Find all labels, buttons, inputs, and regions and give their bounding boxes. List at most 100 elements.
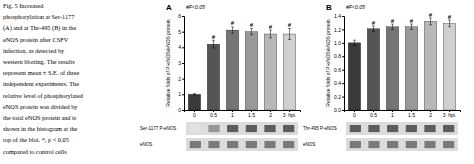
tick: 0 [353,110,356,118]
error-bar [288,29,291,40]
tick: 0.4 [334,80,344,86]
blot-band [406,125,417,132]
y-axis: 0.00.20.40.60.81.01.21.4 [334,13,344,113]
blot-band [387,125,398,132]
blot-band [227,141,238,148]
caption-line: phosphorylation at Ser-1177 [3,13,74,20]
axis-line [342,17,345,111]
bar [226,30,238,110]
tick-mark [182,79,184,80]
blot-band [368,141,379,148]
caption-line: shown in the histogram at the [3,125,78,132]
blot-band [264,125,275,132]
tick-mark [342,29,344,30]
tick: 3 hpi. [443,110,457,118]
tick: 1.4 [334,13,344,19]
blot-label: Ser-1177 P-eNOS [140,126,176,131]
blot-band [424,141,435,148]
tick: 6 [178,13,184,19]
significance-label: # [250,22,254,28]
bar [424,21,436,110]
tick-mark [182,110,184,111]
bar [348,43,360,110]
plot-area [188,27,295,110]
blot-background [186,138,298,151]
tick: 1.2 [334,27,344,33]
tick-label: 1 [178,91,181,97]
tick: 0.5 [370,110,377,118]
significance-label: # [269,24,273,30]
tick: 0.0 [334,107,344,113]
figure: Fig. 5 Increased phosphorylation at Ser-1… [0,0,474,164]
tick: 4 [178,44,184,50]
tick-label: 0 [193,112,196,118]
tick: 2 [429,110,432,118]
bar [367,29,379,110]
tick-label: 1.0 [334,40,341,46]
blot-background [346,122,458,135]
caption-line: represent mean ± S.E. of three [3,69,80,76]
caption-line: independent experiments. The [3,80,79,87]
caption-line: Fig. 5 Increased [3,2,44,9]
tick-mark [182,16,184,17]
tick-label: 0.8 [334,53,341,59]
blot-band [246,141,257,148]
panel-title: B [326,3,332,12]
error-bar [429,18,432,25]
significance-label: # [448,14,452,20]
tick-mark [342,43,344,44]
tick-label: 0 [353,112,356,118]
blot-label: eNOS [140,142,152,147]
annotation: #P<0.05 [346,4,365,10]
tick: 1 [391,110,394,118]
error-bar [353,40,356,45]
tick: 2 [178,76,184,82]
tick-label: 0.4 [334,80,341,86]
tick-mark [182,63,184,64]
blot-band [350,141,361,148]
error-bar [269,30,272,38]
significance-label: # [231,20,235,26]
tick-label: 5 [178,29,181,35]
bar [283,34,295,110]
panel: #####00.511.523 hpi.0.00.20.40.60.81.01.… [303,3,461,151]
error-bar [391,24,394,29]
significance-label: # [391,18,395,24]
caption-line: (A) and at Thr-495 (B) in the [3,24,76,32]
tick: 0.2 [334,94,344,100]
blot [346,122,458,135]
tick: 1 [231,110,234,118]
blot-band [283,125,294,132]
tick: 2 [269,110,272,118]
x-axis: 0 0.5 1 1.5 2 3 hpi. [345,110,461,118]
significance-label: # [429,12,433,18]
tick-label: 3 hpi. [443,112,457,118]
tick-mark [182,47,184,48]
tick: 0 [193,110,196,118]
tick: 1 [178,91,184,97]
blot-band [227,125,238,132]
blot-label: Thr-495 P-eNOS [303,126,337,131]
tick: 1.5 [408,110,415,118]
tick-label: 1.2 [334,27,341,33]
blot [186,138,298,151]
bar [386,27,398,110]
blot-band [443,125,454,132]
bar [264,34,276,110]
tick-mark [342,16,344,17]
caption: Fig. 5 Increased phosphorylation at Ser-1… [3,2,84,155]
caption-line: the total eNOS protein and is [3,114,77,121]
tick-mark [342,110,344,111]
tick-label: 1 [231,112,234,118]
bar [405,27,417,110]
blot-band [208,125,219,132]
tick: 0.8 [334,53,344,59]
tick-label: 3 [178,60,181,66]
tick-mark [342,56,344,57]
tick-label: 1.5 [408,112,415,118]
blot-band [443,141,454,148]
annotation: #P<0.05 [186,4,205,10]
tick-label: 0.5 [370,112,377,118]
bar [207,44,219,110]
tick: 1.0 [334,40,344,46]
